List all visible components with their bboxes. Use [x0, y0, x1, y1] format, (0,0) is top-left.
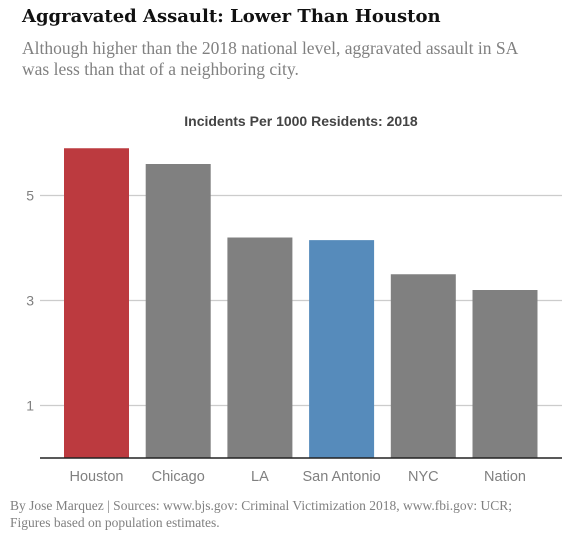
chart-title: Incidents Per 1000 Residents: 2018 — [184, 113, 418, 129]
x-tick-label: Chicago — [152, 469, 205, 485]
bar-houston — [64, 148, 129, 458]
y-tick-label: 5 — [26, 188, 34, 204]
bars — [64, 148, 538, 458]
bar-la — [227, 237, 293, 458]
x-tick-label: NYC — [408, 469, 439, 485]
bar-san-antonio — [309, 240, 375, 458]
x-tick-label: Houston — [69, 469, 123, 485]
bar-chicago — [145, 164, 211, 458]
y-tick-label: 3 — [26, 293, 34, 309]
x-tick-label: San Antonio — [302, 469, 380, 485]
x-tick-label: Nation — [484, 469, 526, 485]
x-tick-label: LA — [251, 469, 269, 485]
bar-nation — [472, 290, 538, 458]
page-subtitle: Although higher than the 2018 national l… — [22, 38, 518, 79]
tick-labels: 1 3 5 Houston Chicago LA San Antonio NYC Nation — [26, 188, 526, 486]
page-title: Aggravated Assault: Lower Than Houston — [22, 6, 441, 27]
bar-nyc — [390, 274, 456, 458]
y-tick-label: 1 — [26, 398, 34, 414]
source-footer: By Jose Marquez | Sources: www.bjs.gov: … — [10, 498, 512, 530]
